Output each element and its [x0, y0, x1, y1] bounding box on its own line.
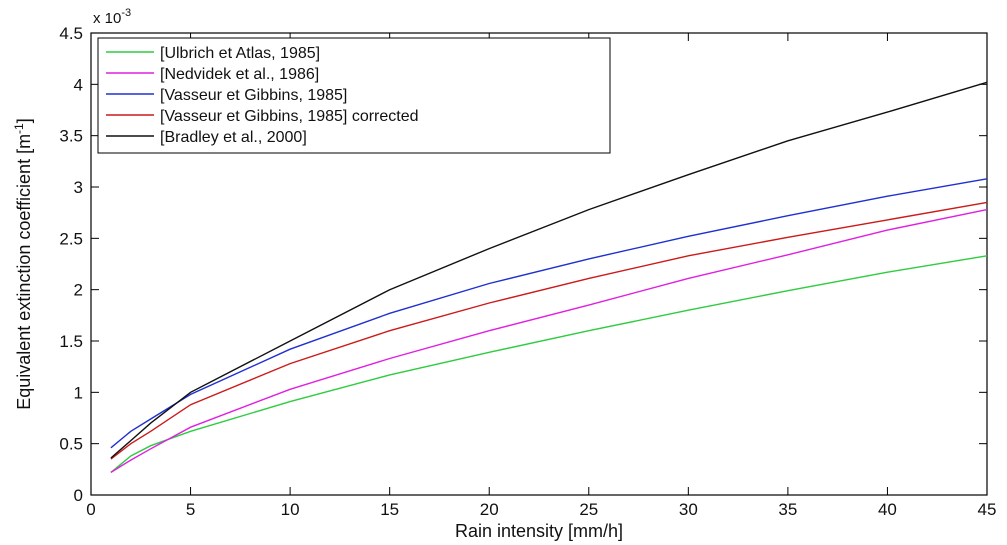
series-line	[110, 178, 988, 449]
x-tick-label: 40	[878, 500, 897, 519]
y-tick-label: 0.5	[59, 435, 83, 454]
x-tick-label: 10	[281, 500, 300, 519]
legend-label: [Bradley et al., 2000]	[160, 129, 307, 146]
y-tick-label: 4.5	[59, 24, 83, 43]
axis-ticks: 0 5 10 15 20 25 30 35 40 45 0 0.5 1 1.5 2 2.5 3 3.5 4 4.5	[59, 24, 996, 519]
y-tick-label: 0	[74, 486, 83, 505]
legend-label: [Nedvidek et al., 1986]	[160, 66, 319, 83]
legend-box	[97, 37, 611, 154]
legend-label: [Vasseur et Gibbins, 1985] corrected	[160, 108, 419, 125]
y-axis-title: Equivalent extinction coefficient [m-1]	[12, 118, 34, 410]
series-line	[110, 255, 988, 473]
y-axis-title-main: Equivalent extinction coefficient [m	[14, 134, 34, 410]
legend-items: [Ulbrich et Atlas, 1985] [Nedvidek et al.…	[106, 45, 419, 146]
y-exponent-label: x 10-3	[93, 7, 131, 27]
series-line	[110, 201, 988, 460]
y-tick-label: 3	[74, 178, 83, 197]
y-tick-label: 1	[74, 383, 83, 402]
y-tick-label: 1.5	[59, 332, 83, 351]
x-tick-label: 20	[480, 500, 499, 519]
y-tick-label: 3.5	[59, 127, 83, 146]
y-axis-title-sup: -1	[12, 123, 26, 134]
x-tick-label: 30	[679, 500, 698, 519]
x-tick-label: 0	[86, 500, 95, 519]
x-tick-label: 15	[380, 500, 399, 519]
series-lines	[110, 81, 988, 473]
y-axis-title-close: ]	[14, 118, 34, 123]
legend-label: [Vasseur et Gibbins, 1985]	[160, 87, 347, 104]
x-tick-label: 25	[579, 500, 598, 519]
legend: [Ulbrich et Atlas, 1985] [Nedvidek et al.…	[97, 37, 611, 154]
y-tick-label: 4	[74, 75, 83, 94]
y-tick-label: 2.5	[59, 229, 83, 248]
x-tick-label: 45	[978, 500, 997, 519]
legend-label: [Ulbrich et Atlas, 1985]	[160, 45, 320, 62]
y-tick-label: 2	[74, 281, 83, 300]
x-tick-label: 35	[778, 500, 797, 519]
x-tick-label: 5	[186, 500, 195, 519]
y-exponent-base: x 10	[93, 10, 121, 27]
series-line	[110, 81, 988, 459]
y-exponent-power: -3	[121, 7, 131, 19]
series-line	[110, 208, 988, 473]
x-axis-title: Rain intensity [mm/h]	[455, 521, 623, 541]
